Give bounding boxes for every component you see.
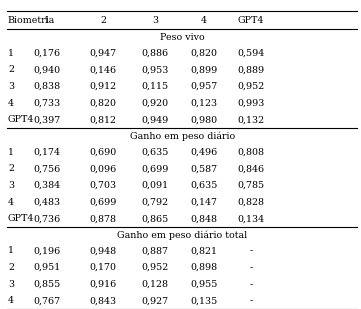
Text: 0,955: 0,955 [190, 280, 218, 289]
Text: 0,146: 0,146 [89, 65, 117, 74]
Text: 0,135: 0,135 [190, 296, 218, 306]
Text: 0,820: 0,820 [191, 49, 217, 58]
Text: 0,889: 0,889 [237, 65, 265, 74]
Text: 0,587: 0,587 [190, 164, 218, 173]
Text: -: - [249, 263, 253, 272]
Text: 1: 1 [8, 49, 14, 58]
Text: 0,899: 0,899 [190, 65, 218, 74]
Text: 0,594: 0,594 [237, 49, 265, 58]
Text: GPT4: GPT4 [238, 15, 264, 25]
Text: 0,952: 0,952 [237, 82, 265, 91]
Text: 0,756: 0,756 [33, 164, 61, 173]
Text: GPT4: GPT4 [8, 115, 34, 125]
Text: 0,176: 0,176 [33, 49, 61, 58]
Text: 3: 3 [8, 181, 14, 190]
Text: -: - [249, 280, 253, 289]
Text: 2: 2 [8, 65, 14, 74]
Text: 4: 4 [201, 15, 207, 25]
Text: 0,128: 0,128 [142, 280, 169, 289]
Text: 0,384: 0,384 [33, 181, 61, 190]
Text: 0,196: 0,196 [33, 246, 61, 256]
Text: 0,785: 0,785 [237, 181, 265, 190]
Text: 0,699: 0,699 [142, 164, 169, 173]
Text: 0,887: 0,887 [142, 246, 169, 256]
Text: 0,927: 0,927 [142, 296, 169, 306]
Text: 0,848: 0,848 [191, 214, 217, 223]
Text: 0,855: 0,855 [33, 280, 61, 289]
Text: 0,812: 0,812 [90, 115, 116, 125]
Text: Peso vivo: Peso vivo [160, 32, 205, 42]
Text: 0,115: 0,115 [142, 82, 169, 91]
Text: -: - [249, 246, 253, 256]
Text: 0,953: 0,953 [142, 65, 169, 74]
Text: 0,920: 0,920 [142, 99, 169, 108]
Text: 1: 1 [44, 15, 50, 25]
Text: 0,174: 0,174 [34, 147, 60, 157]
Text: 0,091: 0,091 [142, 181, 169, 190]
Text: 0,733: 0,733 [33, 99, 61, 108]
Text: 0,147: 0,147 [191, 197, 217, 207]
Text: 0,838: 0,838 [33, 82, 61, 91]
Text: 2: 2 [100, 15, 106, 25]
Text: 0,699: 0,699 [89, 197, 117, 207]
Text: 0,948: 0,948 [89, 246, 117, 256]
Text: 1: 1 [8, 147, 14, 157]
Text: 2: 2 [8, 263, 14, 272]
Text: 0,940: 0,940 [33, 65, 61, 74]
Text: 0,690: 0,690 [89, 147, 117, 157]
Text: 0,828: 0,828 [238, 197, 264, 207]
Text: 4: 4 [8, 197, 14, 207]
Text: 0,949: 0,949 [142, 115, 169, 125]
Text: 0,843: 0,843 [89, 296, 117, 306]
Text: 0,980: 0,980 [190, 115, 218, 125]
Text: 0,865: 0,865 [142, 214, 169, 223]
Text: 0,993: 0,993 [237, 99, 265, 108]
Text: 0,821: 0,821 [191, 246, 217, 256]
Text: 0,846: 0,846 [237, 164, 265, 173]
Text: 0,170: 0,170 [90, 263, 116, 272]
Text: 0,957: 0,957 [190, 82, 218, 91]
Text: 0,397: 0,397 [33, 115, 61, 125]
Text: 0,483: 0,483 [33, 197, 61, 207]
Text: 0,635: 0,635 [190, 181, 218, 190]
Text: GPT4: GPT4 [8, 214, 34, 223]
Text: 1: 1 [8, 246, 14, 256]
Text: 2: 2 [8, 164, 14, 173]
Text: 0,496: 0,496 [190, 147, 218, 157]
Text: 0,898: 0,898 [190, 263, 218, 272]
Text: 3: 3 [8, 82, 14, 91]
Text: 0,123: 0,123 [190, 99, 218, 108]
Text: 3: 3 [8, 280, 14, 289]
Text: Ganho em peso diário: Ganho em peso diário [130, 131, 235, 141]
Text: 0,951: 0,951 [33, 263, 61, 272]
Text: 0,096: 0,096 [89, 164, 117, 173]
Text: 0,916: 0,916 [89, 280, 117, 289]
Text: 0,808: 0,808 [238, 147, 264, 157]
Text: 0,635: 0,635 [142, 147, 169, 157]
Text: 0,703: 0,703 [89, 181, 117, 190]
Text: 0,132: 0,132 [237, 115, 265, 125]
Text: 0,767: 0,767 [33, 296, 61, 306]
Text: 0,886: 0,886 [142, 49, 169, 58]
Text: Biometria: Biometria [8, 15, 55, 25]
Text: 0,736: 0,736 [33, 214, 61, 223]
Text: 4: 4 [8, 296, 14, 306]
Text: 0,878: 0,878 [90, 214, 116, 223]
Text: 0,947: 0,947 [89, 49, 117, 58]
Text: 0,820: 0,820 [90, 99, 116, 108]
Text: 0,952: 0,952 [142, 263, 169, 272]
Text: Ganho em peso diário total: Ganho em peso diário total [117, 230, 247, 239]
Text: -: - [249, 296, 253, 306]
Text: 3: 3 [152, 15, 158, 25]
Text: 0,792: 0,792 [142, 197, 169, 207]
Text: 4: 4 [8, 99, 14, 108]
Text: 0,912: 0,912 [89, 82, 117, 91]
Text: 0,134: 0,134 [237, 214, 265, 223]
